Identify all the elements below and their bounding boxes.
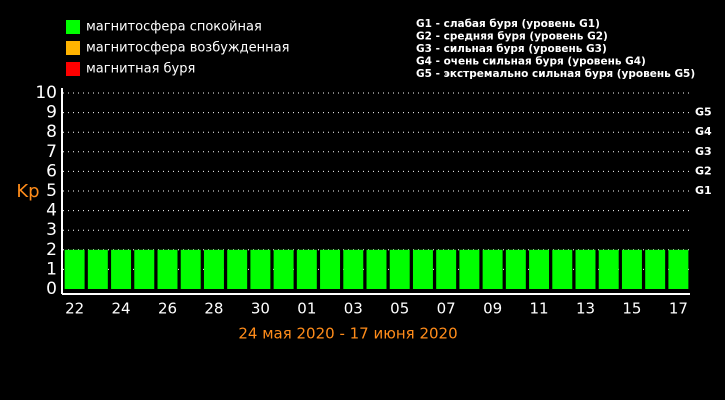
x-tick-label: 01 bbox=[297, 300, 316, 318]
x-tick-label: 30 bbox=[251, 300, 270, 318]
y-tick-label: 10 bbox=[35, 83, 57, 103]
x-tick-label: 11 bbox=[530, 300, 549, 318]
y2-tick-label: G3 bbox=[695, 145, 712, 158]
y-tick-label: 3 bbox=[46, 220, 57, 240]
y2-tick-label: G1 bbox=[695, 184, 712, 197]
x-tick-label: 05 bbox=[390, 300, 409, 318]
bar bbox=[180, 249, 201, 289]
y2-tick-label: G5 bbox=[695, 106, 712, 119]
bar bbox=[134, 249, 155, 289]
bar bbox=[459, 249, 480, 289]
bar bbox=[505, 249, 526, 289]
y2-tick-label: G4 bbox=[695, 125, 712, 138]
x-axis-label: 24 мая 2020 - 17 июня 2020 bbox=[238, 325, 457, 343]
x-tick-label: 26 bbox=[158, 300, 177, 318]
storm-level: G1 - слабая буря (уровень G1) bbox=[416, 18, 600, 30]
bar bbox=[250, 249, 271, 289]
x-tick-label: 24 bbox=[112, 300, 131, 318]
y-axis-label: Kp bbox=[16, 181, 39, 202]
y-tick-label: 1 bbox=[46, 259, 57, 279]
bar bbox=[412, 249, 433, 289]
bar bbox=[598, 249, 619, 289]
y-tick-label: 5 bbox=[46, 181, 57, 201]
x-tick-label: 09 bbox=[483, 300, 502, 318]
bar bbox=[227, 249, 248, 289]
storm-level: G5 - экстремально сильная буря (уровень … bbox=[416, 68, 695, 80]
bar bbox=[482, 249, 503, 289]
x-tick-label: 07 bbox=[437, 300, 456, 318]
y2-tick-label: G2 bbox=[695, 164, 712, 177]
legend-swatch bbox=[66, 41, 80, 55]
bar bbox=[157, 249, 178, 289]
bar bbox=[436, 249, 457, 289]
legend-swatch bbox=[66, 20, 80, 34]
storm-level: G4 - очень сильная буря (уровень G4) bbox=[416, 56, 646, 68]
y-tick-label: 8 bbox=[46, 122, 57, 142]
storm-level: G3 - сильная буря (уровень G3) bbox=[416, 43, 607, 55]
bar bbox=[575, 249, 596, 289]
y-tick-label: 4 bbox=[46, 201, 57, 221]
y-tick-label: 9 bbox=[46, 103, 57, 123]
bar bbox=[668, 249, 689, 289]
x-tick-label: 17 bbox=[669, 300, 688, 318]
y-tick-label: 6 bbox=[46, 161, 57, 181]
bar bbox=[64, 249, 85, 289]
bar bbox=[320, 249, 341, 289]
legend-label: магнитная буря bbox=[86, 62, 195, 77]
x-tick-label: 15 bbox=[622, 300, 641, 318]
legend-swatch bbox=[66, 62, 80, 76]
bar bbox=[273, 249, 294, 289]
x-tick-label: 22 bbox=[65, 300, 84, 318]
bar bbox=[87, 249, 108, 289]
bar bbox=[203, 249, 224, 289]
bar bbox=[552, 249, 573, 289]
bar bbox=[645, 249, 666, 289]
bar bbox=[343, 249, 364, 289]
y-tick-label: 2 bbox=[46, 240, 57, 260]
bar bbox=[111, 249, 132, 289]
legend-label: магнитосфера спокойная bbox=[86, 20, 262, 35]
bar bbox=[296, 249, 317, 289]
bar bbox=[529, 249, 550, 289]
y-tick-label: 0 bbox=[46, 279, 57, 299]
bar bbox=[621, 249, 642, 289]
legend-label: магнитосфера возбужденная bbox=[86, 41, 289, 56]
x-tick-label: 03 bbox=[344, 300, 363, 318]
storm-level: G2 - средняя буря (уровень G2) bbox=[416, 31, 608, 43]
y-tick-label: 7 bbox=[46, 142, 57, 162]
bar bbox=[366, 249, 387, 289]
bar bbox=[389, 249, 410, 289]
x-tick-label: 28 bbox=[204, 300, 223, 318]
x-tick-label: 13 bbox=[576, 300, 595, 318]
